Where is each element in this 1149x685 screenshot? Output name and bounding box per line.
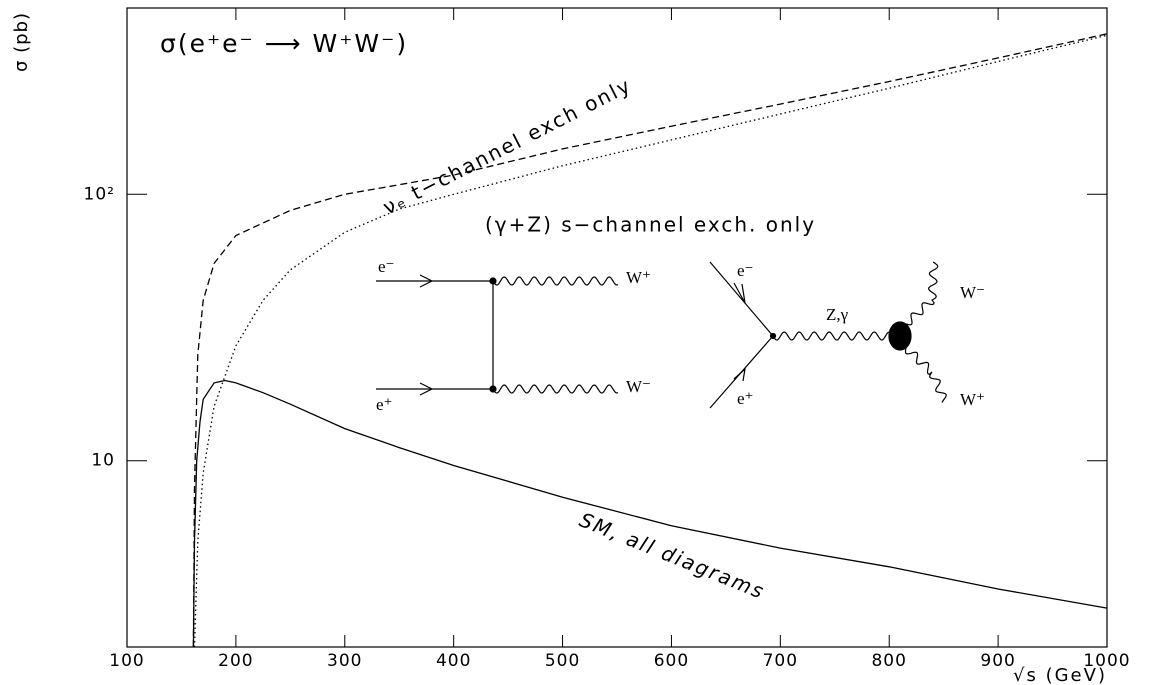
series-label: SM, all diagrams (576, 507, 769, 603)
diagram-label: W⁻ (960, 283, 985, 302)
diagram-label: Z,γ (826, 305, 849, 324)
y-tick-label: 10 (91, 451, 115, 471)
series-line (192, 33, 1108, 648)
diagram-label: e⁻ (378, 257, 395, 276)
plot-frame (126, 7, 1108, 648)
x-tick-label: 900 (980, 651, 1015, 671)
x-tick-label: 600 (654, 651, 689, 671)
x-tick-label: 300 (327, 651, 362, 671)
series-line (192, 379, 1108, 648)
diagram-label: e⁺ (737, 389, 754, 408)
boson-line (492, 384, 619, 394)
x-tick-label: 700 (763, 651, 798, 671)
arrow (733, 367, 746, 382)
arrow (419, 382, 434, 396)
x-tick-label: 100 (109, 651, 144, 671)
y-axis-label: σ (pb) (11, 12, 32, 72)
fermion-line (709, 261, 774, 337)
blob-vertex (888, 321, 912, 351)
x-tick-label: 800 (871, 651, 906, 671)
x-tick-label: 500 (545, 651, 580, 671)
series-line (193, 34, 1108, 648)
series-label: (γ+Z) s−channel exch. only (485, 213, 816, 237)
diagram-label: W⁻ (626, 377, 651, 396)
series-label: νₑ t−channel exch only (379, 73, 636, 220)
diagram-label: e⁺ (376, 395, 393, 414)
boson-line (772, 331, 890, 341)
boson-line (905, 261, 939, 326)
diagram-label: W⁺ (626, 268, 651, 287)
x-tick-label: 1000 (1083, 651, 1130, 671)
x-axis-label: √s (GeV) (1013, 665, 1107, 685)
boson-line (904, 347, 947, 403)
chart-title: σ(e⁺e⁻ ⟶ W⁺W⁻) (160, 29, 408, 58)
feynman-diagrams (376, 261, 947, 409)
arrow (419, 274, 434, 288)
diagram-label: W⁺ (960, 390, 985, 409)
x-tick-label: 400 (436, 651, 471, 671)
diagram-label: e⁻ (737, 261, 754, 280)
boson-line (492, 276, 619, 286)
arrow (733, 282, 746, 304)
y-tick-label: 10² (84, 184, 115, 204)
x-tick-label: 200 (218, 651, 253, 671)
